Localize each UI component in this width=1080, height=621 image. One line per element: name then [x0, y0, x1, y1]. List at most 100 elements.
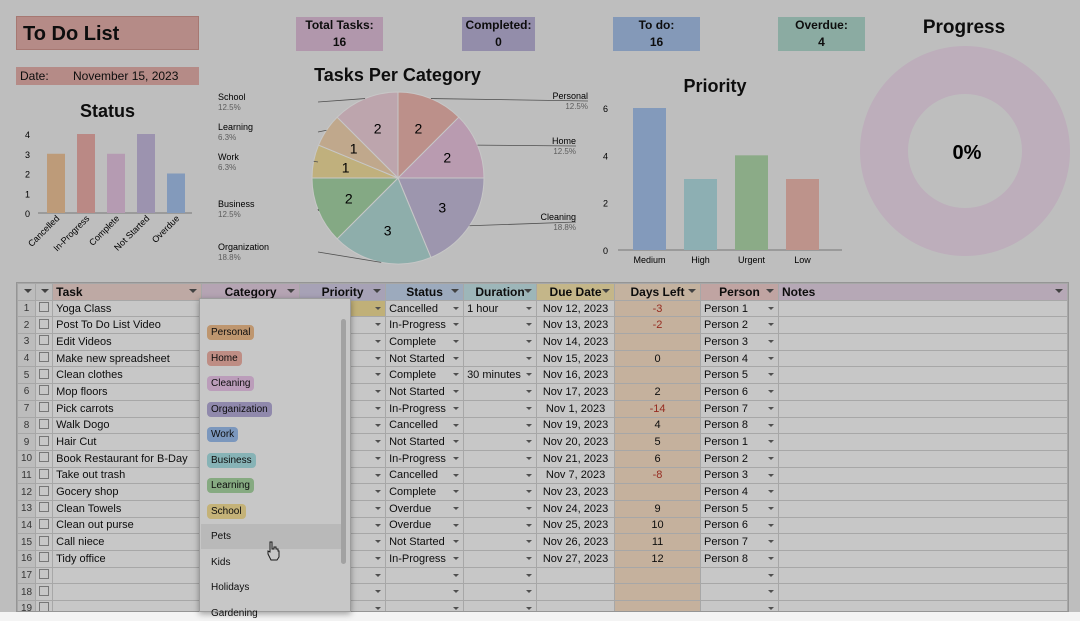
- cell-person[interactable]: [700, 600, 779, 611]
- cell-duration[interactable]: [463, 383, 538, 401]
- dropdown-arrow-icon[interactable]: [768, 573, 774, 577]
- category-dropdown-menu[interactable]: Personal Home Cleaning Organization Work Busi…: [199, 298, 351, 619]
- task-checkbox[interactable]: [39, 352, 50, 363]
- dropdown-arrow-icon[interactable]: [453, 607, 460, 611]
- dropdown-arrow-icon[interactable]: [375, 490, 382, 494]
- row-number[interactable]: 11: [17, 466, 37, 485]
- dropdown-arrow-icon[interactable]: [768, 340, 774, 344]
- dropdown-arrow-icon[interactable]: [375, 323, 382, 327]
- task-checkbox[interactable]: [39, 585, 50, 596]
- cell-notes[interactable]: [778, 583, 1068, 602]
- cell-notes[interactable]: [778, 399, 1068, 418]
- dropdown-scrollbar[interactable]: [341, 319, 346, 564]
- cell-days[interactable]: 11: [614, 533, 702, 551]
- cell-days[interactable]: 5: [614, 433, 702, 451]
- cell-duration[interactable]: [463, 566, 538, 585]
- row-number[interactable]: 4: [17, 349, 37, 368]
- dropdown-option-personal[interactable]: Personal: [207, 325, 255, 340]
- cell-status[interactable]: [385, 600, 465, 611]
- dropdown-option-school[interactable]: School: [207, 503, 246, 519]
- dropdown-arrow-icon[interactable]: [375, 607, 382, 611]
- dropdown-arrow-icon[interactable]: [526, 356, 533, 360]
- cell-task[interactable]: Clean out purse: [52, 516, 203, 535]
- row-number[interactable]: 6: [17, 383, 37, 401]
- dropdown-arrow-icon[interactable]: [768, 490, 774, 494]
- dropdown-option-gardening[interactable]: Gardening: [211, 607, 258, 619]
- row-number[interactable]: 8: [17, 416, 37, 435]
- cell-notes[interactable]: [778, 333, 1068, 351]
- dropdown-arrow-icon[interactable]: [526, 306, 533, 310]
- dropdown-arrow-icon[interactable]: [453, 323, 460, 327]
- row-number[interactable]: 16: [17, 550, 37, 568]
- dropdown-arrow-icon[interactable]: [453, 456, 460, 460]
- cell-duration[interactable]: [463, 466, 538, 485]
- row-number[interactable]: 2: [17, 316, 37, 335]
- cell-duration[interactable]: [463, 533, 538, 551]
- dropdown-arrow-icon[interactable]: [526, 423, 533, 427]
- task-checkbox[interactable]: [39, 569, 50, 580]
- cell-task[interactable]: Mop floors: [52, 383, 203, 401]
- cell-person[interactable]: Person 3: [700, 333, 779, 351]
- dropdown-arrow-icon[interactable]: [375, 373, 382, 377]
- cell-notes[interactable]: [778, 416, 1068, 435]
- dropdown-arrow-icon[interactable]: [375, 306, 382, 310]
- cell-task[interactable]: Pick carrots: [52, 399, 203, 418]
- cell-days[interactable]: -3: [614, 299, 702, 318]
- dropdown-arrow-icon[interactable]: [375, 440, 382, 444]
- dropdown-option-organization[interactable]: Organization: [207, 401, 272, 417]
- dropdown-arrow-icon[interactable]: [768, 506, 774, 510]
- dropdown-option-learning[interactable]: Learning: [207, 478, 254, 493]
- dropdown-arrow-icon[interactable]: [375, 423, 382, 427]
- filter-arrow-icon[interactable]: [189, 289, 198, 293]
- dropdown-arrow-icon[interactable]: [526, 573, 533, 577]
- header-corner[interactable]: [17, 283, 37, 301]
- dropdown-arrow-icon[interactable]: [526, 340, 533, 344]
- row-number[interactable]: 13: [17, 499, 37, 518]
- cell-due[interactable]: Nov 21, 2023: [536, 449, 616, 468]
- cell-due[interactable]: Nov 12, 2023: [536, 299, 616, 318]
- cell-task[interactable]: [52, 566, 203, 585]
- cell-due[interactable]: Nov 27, 2023: [536, 550, 616, 568]
- cell-days[interactable]: [614, 600, 702, 611]
- column-header-notes[interactable]: Notes: [778, 283, 1068, 301]
- task-checkbox[interactable]: [39, 485, 50, 496]
- dropdown-arrow-icon[interactable]: [375, 473, 382, 477]
- row-number[interactable]: 9: [17, 433, 37, 451]
- task-checkbox[interactable]: [39, 302, 50, 313]
- cell-person[interactable]: Person 8: [700, 550, 779, 568]
- row-number[interactable]: 3: [17, 333, 37, 351]
- dropdown-arrow-icon[interactable]: [453, 390, 460, 394]
- filter-arrow-icon[interactable]: [373, 289, 382, 293]
- cell-days[interactable]: 6: [614, 449, 702, 468]
- cell-due[interactable]: Nov 26, 2023: [536, 533, 616, 551]
- cell-days[interactable]: 2: [614, 383, 702, 401]
- cell-notes[interactable]: [778, 383, 1068, 401]
- cell-days[interactable]: [614, 333, 702, 351]
- cell-person[interactable]: Person 4: [700, 349, 779, 368]
- cell-status[interactable]: Not Started: [385, 383, 465, 401]
- dropdown-arrow-icon[interactable]: [375, 390, 382, 394]
- dropdown-arrow-icon[interactable]: [526, 540, 533, 544]
- dropdown-arrow-icon[interactable]: [375, 340, 382, 344]
- cell-notes[interactable]: [778, 533, 1068, 551]
- cell-person[interactable]: Person 1: [700, 299, 779, 318]
- cell-duration[interactable]: [463, 483, 538, 501]
- column-header-status[interactable]: Status: [385, 283, 465, 301]
- cell-task[interactable]: Clean Towels: [52, 499, 203, 518]
- task-checkbox[interactable]: [39, 552, 50, 563]
- dropdown-arrow-icon[interactable]: [768, 406, 774, 410]
- cell-days[interactable]: 0: [614, 349, 702, 368]
- dropdown-option-holidays[interactable]: Holidays: [211, 582, 250, 593]
- dropdown-option-work[interactable]: Work: [207, 427, 239, 442]
- dropdown-arrow-icon[interactable]: [453, 306, 460, 310]
- cell-task[interactable]: [52, 583, 203, 602]
- cell-days[interactable]: 9: [614, 499, 702, 518]
- dropdown-arrow-icon[interactable]: [375, 506, 382, 510]
- cell-status[interactable]: Not Started: [385, 533, 465, 551]
- dropdown-arrow-icon[interactable]: [768, 306, 774, 310]
- dropdown-arrow-icon[interactable]: [453, 373, 460, 377]
- cell-person[interactable]: Person 1: [700, 433, 779, 451]
- cell-due[interactable]: Nov 13, 2023: [536, 316, 616, 335]
- cell-duration[interactable]: [463, 333, 538, 351]
- cell-status[interactable]: Complete: [385, 366, 465, 385]
